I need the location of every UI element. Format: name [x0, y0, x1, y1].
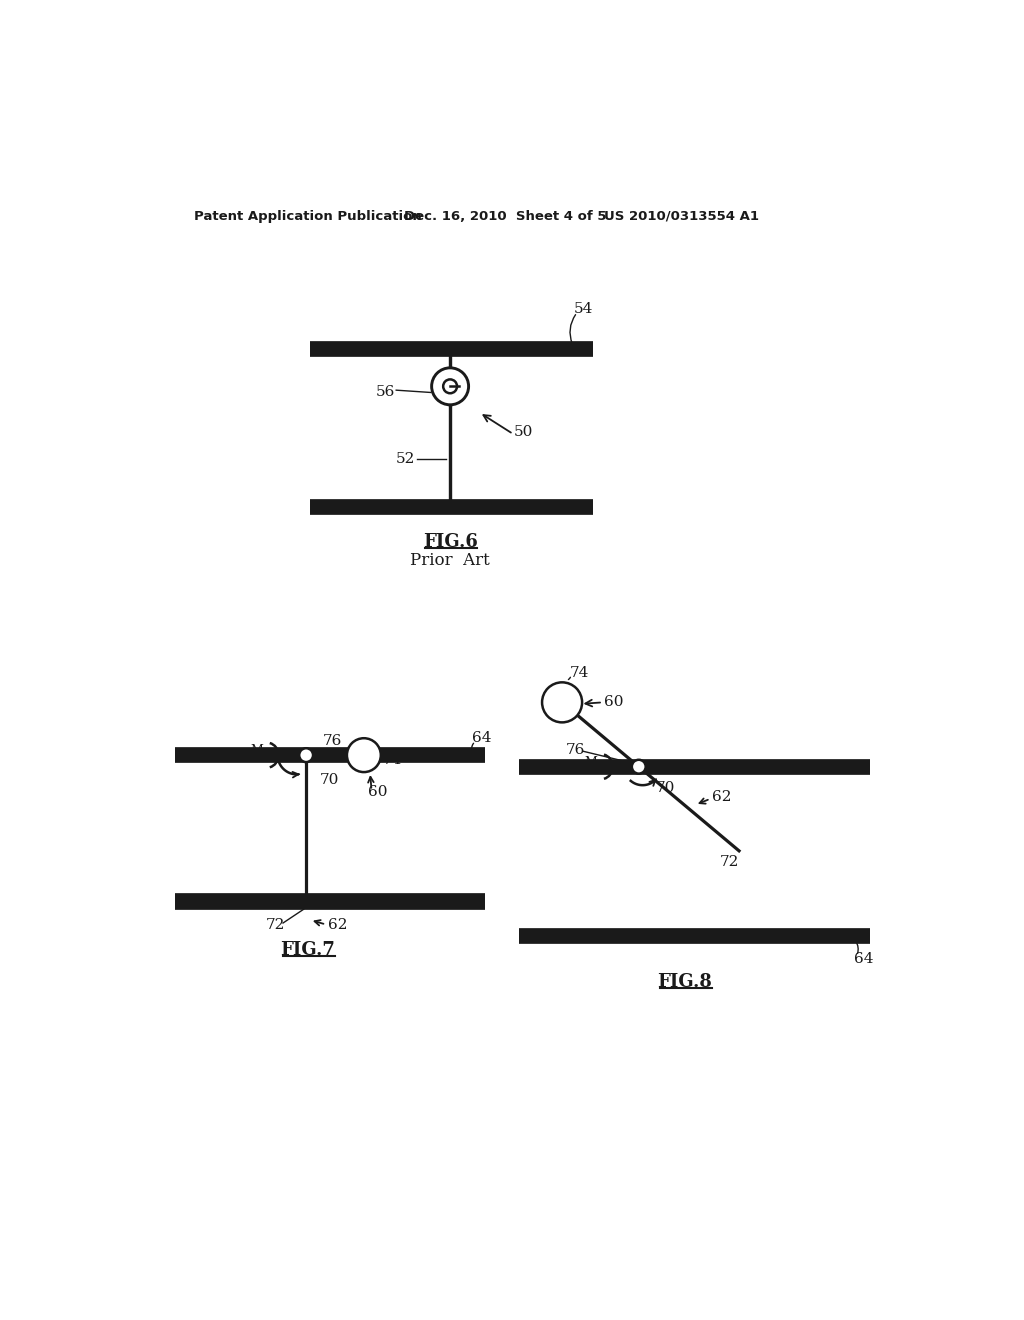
Text: 64: 64	[854, 952, 873, 966]
Text: FIG.6: FIG.6	[423, 533, 477, 550]
Text: FIG.7: FIG.7	[281, 941, 335, 958]
Text: 74: 74	[383, 752, 402, 767]
Text: 56: 56	[375, 385, 394, 400]
Text: 50: 50	[514, 425, 534, 438]
Text: 62: 62	[712, 791, 731, 804]
Circle shape	[443, 379, 457, 393]
Circle shape	[347, 738, 381, 772]
Circle shape	[299, 748, 313, 762]
Text: 76: 76	[565, 743, 585, 756]
Text: M: M	[251, 744, 263, 758]
Text: Prior  Art: Prior Art	[411, 552, 490, 569]
Text: 70: 70	[655, 781, 675, 795]
Circle shape	[432, 368, 469, 405]
Text: 76: 76	[323, 734, 342, 748]
Circle shape	[632, 760, 646, 774]
Text: 60: 60	[368, 785, 387, 799]
Text: Patent Application Publication: Patent Application Publication	[194, 210, 422, 223]
Text: 62: 62	[328, 917, 347, 932]
Circle shape	[542, 682, 582, 722]
Text: 54: 54	[573, 301, 593, 315]
Text: 60: 60	[604, 696, 624, 709]
Text: M: M	[585, 755, 597, 768]
Text: Dec. 16, 2010  Sheet 4 of 5: Dec. 16, 2010 Sheet 4 of 5	[403, 210, 606, 223]
Text: 74: 74	[569, 667, 589, 680]
Text: 70: 70	[319, 772, 339, 787]
Text: 52: 52	[396, 451, 416, 466]
Text: 72: 72	[266, 917, 286, 932]
Text: FIG.8: FIG.8	[657, 973, 713, 991]
Text: 72: 72	[720, 855, 739, 870]
Text: 64: 64	[472, 731, 492, 746]
Text: US 2010/0313554 A1: US 2010/0313554 A1	[604, 210, 759, 223]
